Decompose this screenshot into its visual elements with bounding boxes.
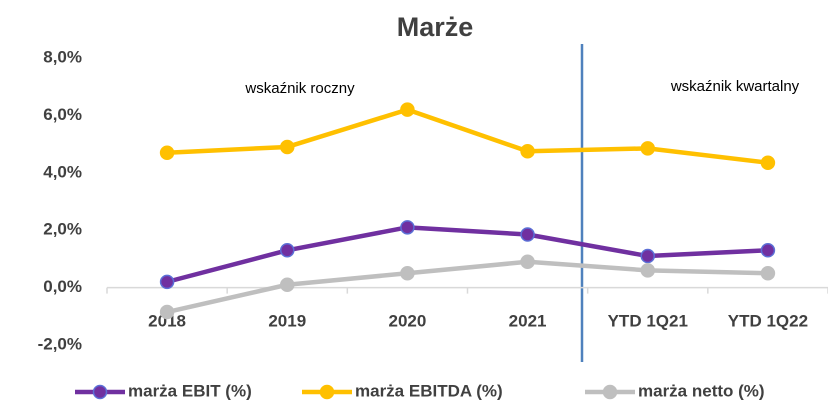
data-point [640,263,655,278]
x-tick-label: YTD 1Q21 [608,311,688,330]
y-tick-label: 8,0% [43,47,82,66]
legend-label: marża EBIT (%) [128,381,252,400]
data-point [760,266,776,281]
y-tick-label: 2,0% [43,220,82,239]
legend-marker [319,384,335,400]
series-line [166,259,768,315]
legend-marker [92,384,108,400]
annotation: wskaźnik roczny [244,80,355,97]
data-point [159,304,175,320]
data-point [280,139,295,155]
data-point [760,243,776,258]
data-point [400,102,415,117]
y-tick-label: 6,0% [43,105,82,124]
annotation: wskaźnik kwartalny [670,78,800,95]
data-point [400,220,415,235]
data-point [520,144,535,159]
legend-label: marża EBITDA (%) [355,381,503,400]
data-point [520,227,535,242]
chart-title: Marże [397,12,474,42]
x-tick-label: 2019 [268,311,306,330]
y-tick-label: -2,0% [38,335,82,354]
data-point [760,155,776,170]
series-line [166,225,769,285]
data-point [280,277,295,292]
x-tick-label: 2020 [389,311,427,330]
legend-marker [602,384,618,400]
data-point [640,248,655,264]
data-point [159,274,175,290]
data-point [520,254,535,270]
x-tick-label: 2021 [509,311,547,330]
x-tick-label: 2018 [148,311,186,330]
y-tick-label: 4,0% [43,162,82,181]
legend-label: marża netto (%) [638,381,765,400]
y-tick-label: 0,0% [43,277,82,296]
data-point [280,243,295,258]
series-line [166,107,769,165]
x-tick-label: YTD 1Q22 [728,311,808,330]
data-point [159,145,175,160]
data-point [400,266,415,281]
data-point [640,141,655,156]
